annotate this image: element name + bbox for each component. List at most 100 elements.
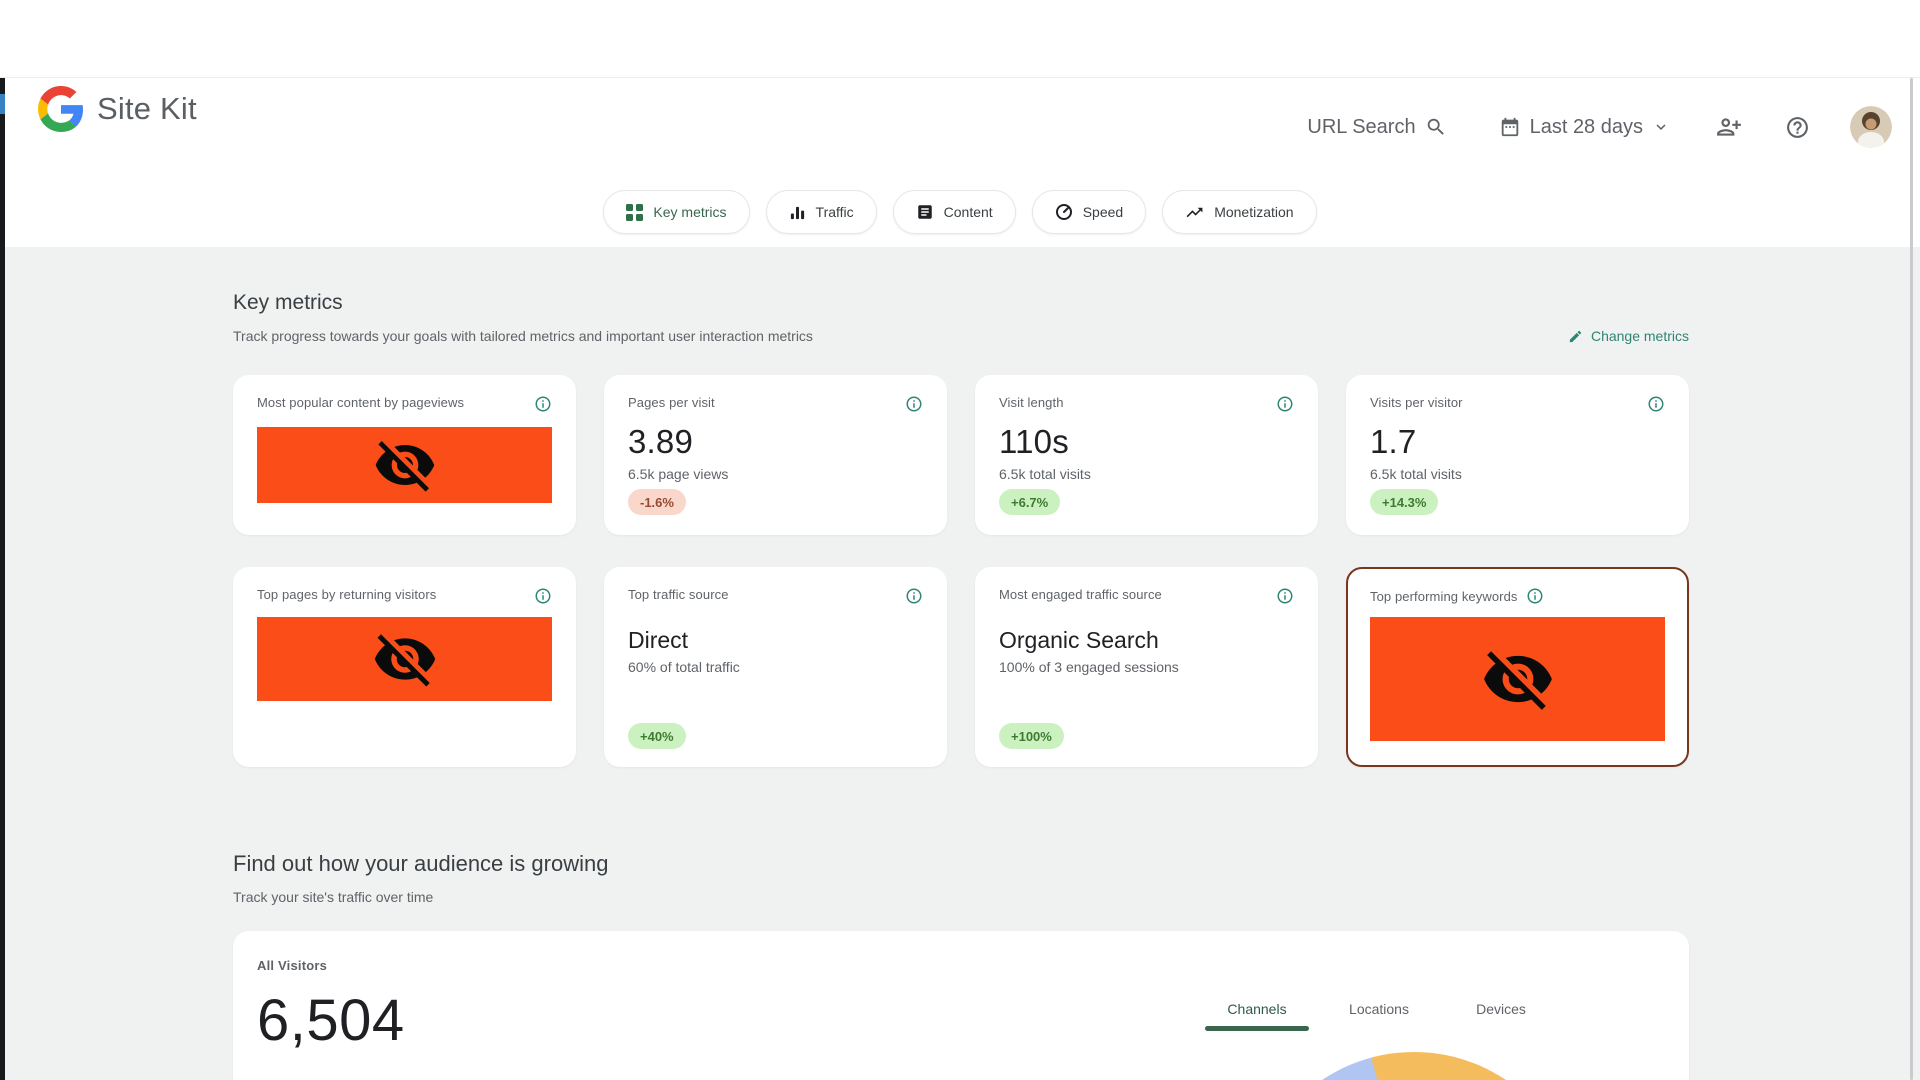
header-actions: URL Search Last 28 days — [1307, 103, 1892, 151]
key-metrics-title: Key metrics — [233, 291, 343, 314]
bar-chart-icon — [789, 204, 806, 221]
tab-label: Channels — [1227, 1001, 1287, 1017]
key-metrics-subtitle: Track progress towards your goals with t… — [233, 328, 813, 344]
change-badge: +100% — [999, 723, 1064, 749]
tab-label: Key metrics — [653, 204, 727, 220]
metric-value: Organic Search — [999, 627, 1159, 653]
info-icon[interactable] — [1526, 587, 1544, 605]
article-icon — [916, 203, 934, 221]
speedometer-icon — [1055, 203, 1073, 221]
trending-up-icon — [1185, 203, 1204, 222]
help-icon — [1785, 115, 1810, 140]
info-icon[interactable] — [1276, 587, 1294, 605]
card-label: Visit length — [999, 395, 1064, 410]
chevron-down-icon — [1652, 118, 1670, 136]
change-badge: +40% — [628, 723, 686, 749]
google-logo-icon — [38, 86, 84, 132]
metric-sub: 6.5k total visits — [1370, 466, 1462, 482]
metric-card-returning-visitors: Top pages by returning visitors — [233, 567, 576, 767]
metric-card-pages-per-visit: Pages per visit 3.89 6.5k page views -1.… — [604, 375, 947, 535]
card-label: Top performing keywords — [1370, 588, 1518, 604]
card-label: Top pages by returning visitors — [257, 587, 437, 602]
url-search-label: URL Search — [1307, 115, 1416, 138]
window-top-border — [0, 77, 1920, 78]
card-label: Pages per visit — [628, 395, 715, 410]
tab-label: Speed — [1082, 204, 1124, 220]
search-icon — [1425, 116, 1447, 138]
eye-off-icon — [1481, 642, 1555, 716]
url-search-button[interactable]: URL Search — [1307, 116, 1446, 139]
key-metrics-grid: Most popular content by pageviews Pages … — [233, 375, 1689, 767]
metric-sub: 6.5k total visits — [999, 466, 1091, 482]
tab-channels[interactable]: Channels — [1196, 1001, 1318, 1031]
metric-sub: 6.5k page views — [628, 466, 729, 482]
tab-content[interactable]: Content — [892, 190, 1016, 234]
metric-value: 3.89 — [628, 423, 694, 460]
help-button[interactable] — [1782, 112, 1812, 142]
metric-card-engaged-traffic-source: Most engaged traffic source Organic Sear… — [975, 567, 1318, 767]
tab-label: Locations — [1349, 1001, 1409, 1017]
info-icon[interactable] — [1647, 395, 1665, 413]
scrollbar[interactable] — [1910, 78, 1913, 1080]
eye-off-icon — [373, 433, 437, 497]
wp-admin-menu-edge[interactable] — [0, 78, 5, 1080]
metric-card-top-traffic-source: Top traffic source Direct 60% of total t… — [604, 567, 947, 767]
info-icon[interactable] — [534, 587, 552, 605]
person-add-icon — [1716, 114, 1742, 140]
active-tab-underline — [1205, 1026, 1309, 1031]
info-icon[interactable] — [905, 587, 923, 605]
all-visitors-card: All Visitors 6,504 Channels Locations De… — [233, 931, 1689, 1080]
main-content: Key metrics Track progress towards your … — [0, 247, 1920, 1080]
tab-label: Content — [943, 204, 993, 220]
tab-label: Monetization — [1214, 204, 1294, 220]
change-badge: +6.7% — [999, 489, 1061, 515]
change-badge: +14.3% — [1370, 489, 1439, 515]
metric-value: 110s — [999, 423, 1069, 460]
metric-card-visit-length: Visit length 110s 6.5k total visits +6.7… — [975, 375, 1318, 535]
tab-monetization[interactable]: Monetization — [1162, 190, 1317, 234]
info-icon[interactable] — [1276, 395, 1294, 413]
all-visitors-label: All Visitors — [257, 958, 328, 973]
date-range-label: Last 28 days — [1529, 115, 1643, 138]
metric-sub: 60% of total traffic — [628, 659, 740, 675]
metric-sub: 100% of 3 engaged sessions — [999, 659, 1179, 675]
metric-card-top-keywords[interactable]: Top performing keywords — [1346, 567, 1689, 767]
tab-locations[interactable]: Locations — [1318, 1001, 1440, 1031]
avatar[interactable] — [1850, 106, 1892, 148]
dashboard-nav: Key metrics Traffic Content Speed Moneti… — [0, 190, 1920, 234]
header: Site Kit URL Search Last 28 days — [5, 78, 1920, 156]
share-access-button[interactable] — [1714, 112, 1744, 142]
brand-title: Site Kit — [97, 91, 197, 126]
tab-speed[interactable]: Speed — [1031, 190, 1147, 234]
tab-traffic[interactable]: Traffic — [765, 190, 877, 234]
change-metrics-label: Change metrics — [1590, 328, 1689, 344]
card-label: Top traffic source — [628, 587, 729, 602]
audience-subtitle: Track your site's traffic over time — [233, 889, 434, 905]
wp-admin-menu-active-marker — [0, 94, 5, 114]
date-range-selector[interactable]: Last 28 days — [1499, 116, 1670, 139]
tab-devices[interactable]: Devices — [1440, 1001, 1562, 1031]
card-label: Visits per visitor — [1370, 395, 1463, 410]
redacted-block — [257, 617, 552, 701]
tab-key-metrics[interactable]: Key metrics — [603, 190, 750, 234]
metric-card-popular-content: Most popular content by pageviews — [233, 375, 576, 535]
brand: Site Kit — [38, 86, 197, 132]
chart-tabs: Channels Locations Devices — [1196, 1001, 1562, 1031]
tab-label: Devices — [1476, 1001, 1526, 1017]
pencil-icon — [1568, 329, 1583, 344]
all-visitors-value: 6,504 — [257, 988, 405, 1053]
card-label: Most engaged traffic source — [999, 587, 1162, 602]
redacted-block — [1370, 617, 1665, 741]
redacted-block — [257, 427, 552, 503]
card-label: Most popular content by pageviews — [257, 395, 465, 410]
tab-label: Traffic — [815, 204, 854, 220]
change-badge: -1.6% — [628, 489, 686, 515]
info-icon[interactable] — [905, 395, 923, 413]
audience-title: Find out how your audience is growing — [233, 851, 609, 876]
metric-value: 1.7 — [1370, 423, 1417, 460]
calendar-icon — [1499, 116, 1521, 138]
info-icon[interactable] — [534, 395, 552, 413]
metric-value: Direct — [628, 627, 689, 653]
change-metrics-link[interactable]: Change metrics — [1568, 328, 1689, 344]
